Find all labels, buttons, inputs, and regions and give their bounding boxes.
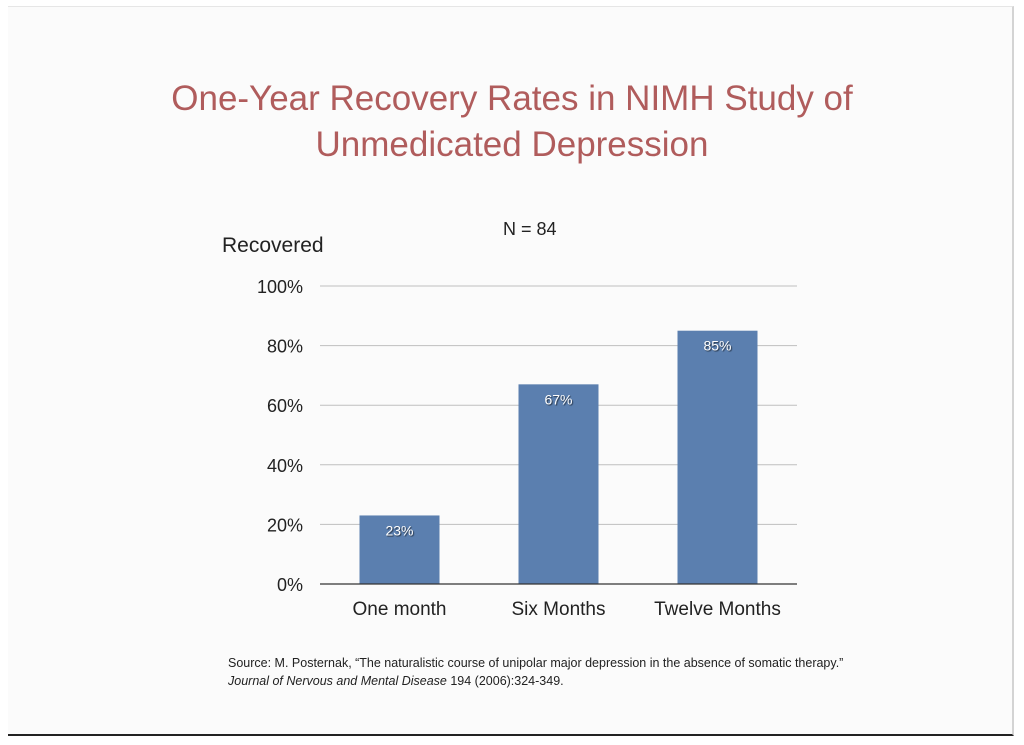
slide-background xyxy=(8,6,1014,736)
source-text: Source: M. Posternak, “The naturalistic … xyxy=(228,656,844,670)
y-tick-label: 0% xyxy=(277,575,303,595)
bar xyxy=(677,330,758,584)
x-tick-label: Six Months xyxy=(512,599,606,620)
source-journal: Journal of Nervous and Mental Disease xyxy=(228,674,447,688)
y-tick-label: 60% xyxy=(267,396,303,416)
sample-size-label: N = 84 xyxy=(503,219,557,239)
x-tick-label: One month xyxy=(353,599,447,620)
y-tick-label: 20% xyxy=(267,515,303,535)
bar-data-label: 23% xyxy=(385,522,413,538)
chart-title-line-2: Unmedicated Depression xyxy=(315,125,709,164)
x-tick-label: Twelve Months xyxy=(654,599,781,620)
y-axis-title: Recovered xyxy=(222,234,324,257)
bar xyxy=(359,515,440,584)
y-tick-label: 40% xyxy=(267,456,303,476)
chart-title-line-1: One-Year Recovery Rates in NIMH Study of xyxy=(171,79,853,118)
bar xyxy=(518,384,599,584)
bar-data-label: 67% xyxy=(544,391,572,407)
y-tick-label: 100% xyxy=(257,277,303,297)
y-tick-label: 80% xyxy=(267,337,303,357)
source-citation: Source: M. Posternak, “The naturalistic … xyxy=(228,654,878,690)
source-details: 194 (2006):324-349. xyxy=(446,674,564,688)
chart-title: One-Year Recovery Rates in NIMH Study of… xyxy=(0,76,1024,168)
bar-data-label: 85% xyxy=(703,338,731,354)
